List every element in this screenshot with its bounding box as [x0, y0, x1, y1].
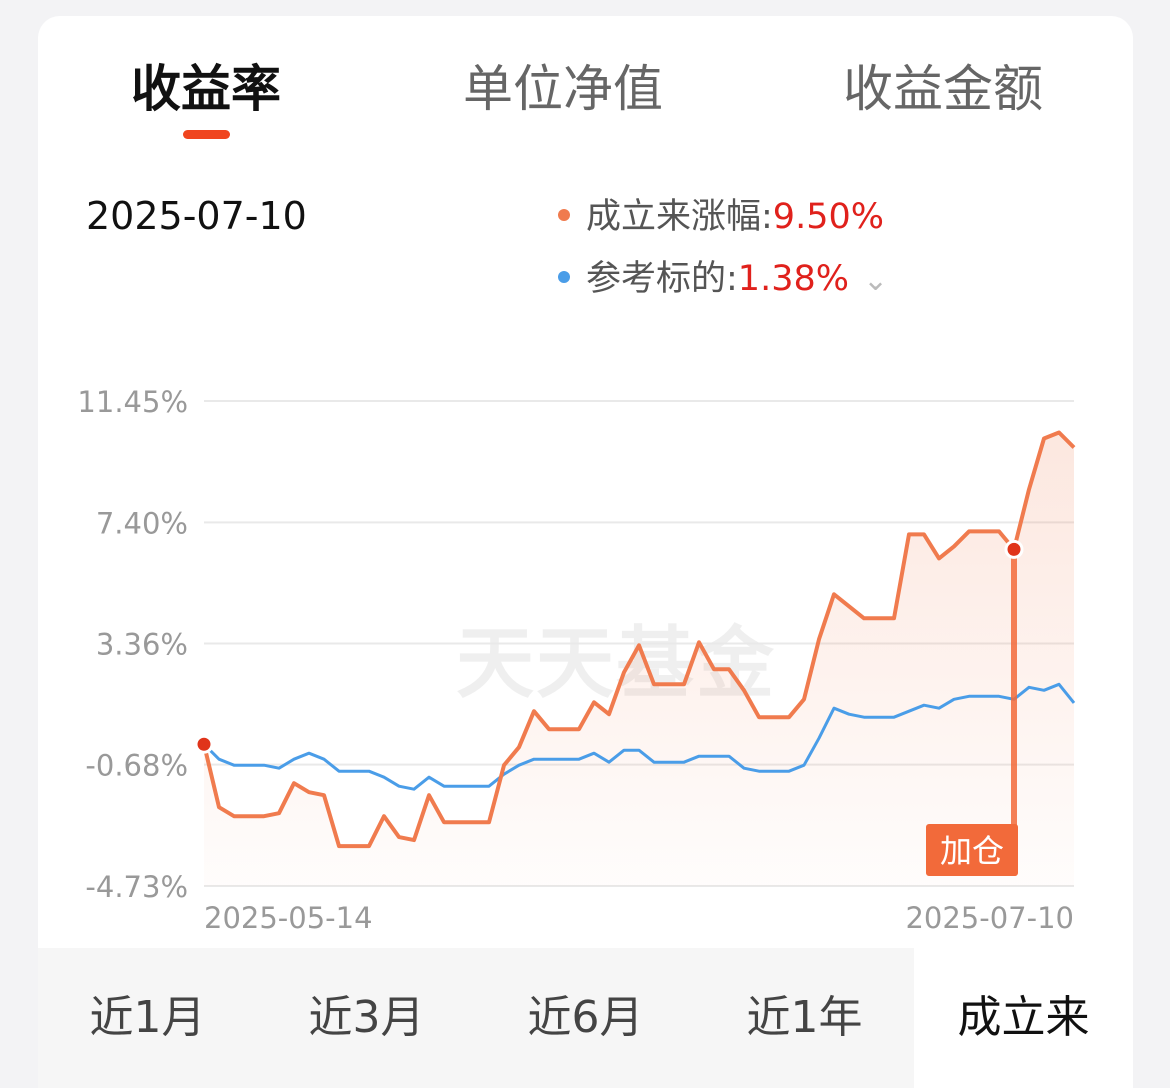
fund-event-marker-dot [194, 734, 214, 754]
fund-legend-dot-icon [558, 209, 570, 221]
add-position-marker-line [1011, 549, 1017, 826]
period-1-month[interactable]: 近1月 [89, 992, 206, 1043]
y-tick-label: -0.68% [85, 749, 188, 783]
legend-benchmark-value: 1.38% [737, 259, 849, 299]
period-6-months[interactable]: 近6月 [527, 992, 644, 1043]
fund-event-marker-dot [1004, 539, 1024, 559]
active-tab-indicator [183, 130, 230, 139]
y-tick-label: 11.45% [77, 385, 188, 419]
period-since-inception[interactable]: 成立来 [914, 948, 1133, 1088]
legend-benchmark[interactable]: 参考标的:1.38% ⌄ [558, 254, 888, 304]
period-selector: 近1月 近3月 近6月 近1年 成立来 [38, 948, 1133, 1088]
x-tick-label-start: 2025-05-14 [204, 901, 373, 935]
tab-unit-nav[interactable]: 单位净值 [463, 60, 663, 118]
tab-return-rate[interactable]: 收益率 [131, 60, 281, 118]
legend-fund-value: 9.50% [772, 197, 884, 237]
chevron-down-icon[interactable]: ⌄ [862, 263, 889, 298]
return-chart[interactable]: 11.45% 7.40% 3.36% -0.68% -4.73% 2025-05-14 20… [38, 356, 1133, 936]
tab-return-amount[interactable]: 收益金额 [843, 60, 1043, 118]
fund-area-fill [204, 432, 1074, 886]
add-position-marker-label: 加仓 [940, 832, 1004, 870]
legend-benchmark-label: 参考标的: [586, 259, 738, 299]
x-tick-label-end: 2025-07-10 [905, 901, 1074, 935]
legend-fund-label: 成立来涨幅: [586, 197, 773, 237]
selected-date: 2025-07-10 [86, 194, 307, 238]
tab-bar: 收益率 单位净值 收益金额 [38, 16, 1133, 166]
benchmark-series-line [202, 682, 1076, 791]
y-tick-label: 3.36% [96, 628, 188, 662]
fund-chart-card: 收益率 单位净值 收益金额 2025-07-10 成立来涨幅:9.50% 参考标… [38, 16, 1133, 1088]
y-tick-label: 7.40% [96, 506, 188, 540]
y-tick-label: -4.73% [85, 870, 188, 904]
fund-series-line [202, 430, 1076, 849]
benchmark-legend-dot-icon [558, 271, 570, 283]
legend-fund: 成立来涨幅:9.50% [558, 192, 884, 242]
period-1-year[interactable]: 近1年 [746, 992, 863, 1043]
period-3-months[interactable]: 近3月 [308, 992, 425, 1043]
add-position-marker-badge [926, 824, 1018, 876]
